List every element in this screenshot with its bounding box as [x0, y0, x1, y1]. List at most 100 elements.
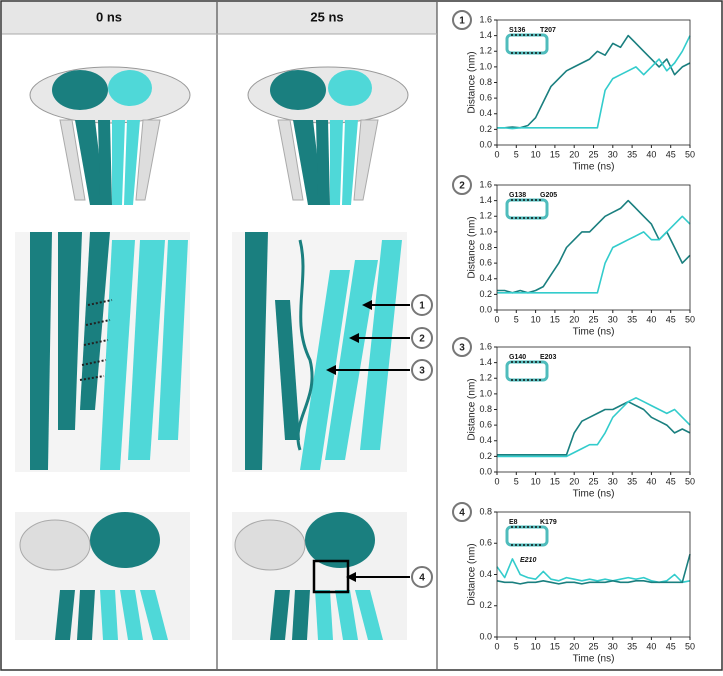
arrow-head [326, 365, 336, 375]
x-tick-label: 10 [531, 314, 541, 324]
x-tick-label: 20 [569, 314, 579, 324]
y-tick-label: 1.0 [479, 226, 492, 236]
x-tick-label: 30 [608, 641, 618, 651]
x-tick-label: 40 [646, 641, 656, 651]
y-tick-label: 1.4 [479, 357, 492, 367]
callout-label: 4 [419, 573, 425, 584]
x-tick-label: 0 [494, 149, 499, 159]
panel-label: 4 [459, 508, 465, 519]
y-tick-label: 0.0 [479, 466, 492, 476]
y-axis-label: Distance (nm) [467, 543, 478, 605]
y-tick-label: 1.6 [479, 341, 492, 351]
y-tick-label: 0.6 [479, 420, 492, 430]
y-tick-label: 0.2 [479, 451, 492, 461]
panel-label: 1 [459, 16, 465, 27]
residue-label: E203 [540, 354, 556, 361]
x-tick-label: 45 [666, 641, 676, 651]
y-tick-label: 0.0 [479, 631, 492, 641]
x-tick-label: 35 [627, 641, 637, 651]
x-tick-label: 45 [666, 149, 676, 159]
y-tick-label: 1.4 [479, 30, 492, 40]
panel-circle [452, 175, 472, 195]
panel-label: 2 [459, 181, 465, 192]
x-tick-label: 40 [646, 476, 656, 486]
x-tick-label: 15 [550, 149, 560, 159]
y-tick-label: 0.8 [479, 506, 492, 516]
x-tick-label: 30 [608, 149, 618, 159]
y-tick-label: 0.2 [479, 124, 492, 134]
x-tick-label: 0 [494, 641, 499, 651]
x-tick-label: 5 [514, 314, 519, 324]
structure-bottom-0ns [15, 512, 190, 640]
y-tick-label: 1.4 [479, 195, 492, 205]
y-tick-label: 0.4 [479, 108, 492, 118]
y-tick-label: 0.0 [479, 304, 492, 314]
x-axis-label: Time (ns) [573, 654, 615, 665]
y-tick-label: 1.2 [479, 211, 492, 221]
x-tick-label: 5 [514, 149, 519, 159]
y-tick-label: 0.8 [479, 242, 492, 252]
x-tick-label: 15 [550, 314, 560, 324]
x-tick-label: 0 [494, 476, 499, 486]
arrow-head [349, 333, 359, 343]
y-tick-label: 1.0 [479, 61, 492, 71]
y-tick-label: 0.4 [479, 273, 492, 283]
x-tick-label: 10 [531, 641, 541, 651]
x-tick-label: 10 [531, 149, 541, 159]
x-tick-label: 25 [588, 641, 598, 651]
y-tick-label: 0.6 [479, 538, 492, 548]
y-tick-label: 1.0 [479, 388, 492, 398]
residue-label: G138 [509, 192, 526, 199]
panel-label: 3 [459, 343, 465, 354]
x-tick-label: 45 [666, 314, 676, 324]
x-tick-label: 20 [569, 149, 579, 159]
y-tick-label: 0.6 [479, 93, 492, 103]
structure-top-0ns [29, 66, 191, 205]
data-line [497, 397, 691, 458]
y-tick-label: 0.2 [479, 289, 492, 299]
x-tick-label: 50 [685, 476, 695, 486]
residue-label: S136 [509, 27, 525, 34]
y-tick-label: 0.4 [479, 435, 492, 445]
x-tick-label: 50 [685, 149, 695, 159]
y-axis-label: Distance (nm) [467, 378, 478, 440]
x-axis-label: Time (ns) [573, 489, 615, 500]
y-tick-label: 0.8 [479, 404, 492, 414]
column-header: 0 ns [96, 9, 122, 24]
x-tick-label: 20 [569, 641, 579, 651]
data-line [497, 34, 691, 129]
y-tick-label: 0.0 [479, 139, 492, 149]
callout-label: 3 [419, 366, 425, 377]
y-tick-label: 0.6 [479, 258, 492, 268]
panel-circle [452, 337, 472, 357]
header-bar [2, 2, 437, 34]
x-tick-label: 15 [550, 476, 560, 486]
callout-circle [411, 566, 433, 588]
residue-label: K179 [540, 519, 557, 526]
column-header: 25 ns [310, 9, 343, 24]
y-tick-label: 1.6 [479, 179, 492, 189]
residue-label: E8 [509, 519, 518, 526]
x-tick-label: 35 [627, 314, 637, 324]
y-tick-label: 1.2 [479, 373, 492, 383]
callout-circle [411, 294, 433, 316]
data-line [497, 215, 691, 294]
x-tick-label: 15 [550, 641, 560, 651]
residue-label: G140 [509, 354, 526, 361]
x-tick-label: 25 [588, 476, 598, 486]
y-tick-label: 1.6 [479, 14, 492, 24]
x-tick-label: 50 [685, 641, 695, 651]
y-tick-label: 0.4 [479, 569, 492, 579]
callout-label: 1 [419, 301, 425, 312]
x-tick-label: 40 [646, 149, 656, 159]
x-tick-label: 5 [514, 641, 519, 651]
callout-label: 2 [419, 334, 425, 345]
y-tick-label: 0.2 [479, 600, 492, 610]
residue-label: G205 [540, 192, 557, 199]
y-axis-label: Distance (nm) [467, 216, 478, 278]
panel-circle [452, 10, 472, 30]
x-tick-label: 5 [514, 476, 519, 486]
structure-top-25ns [247, 66, 409, 205]
x-tick-label: 35 [627, 149, 637, 159]
